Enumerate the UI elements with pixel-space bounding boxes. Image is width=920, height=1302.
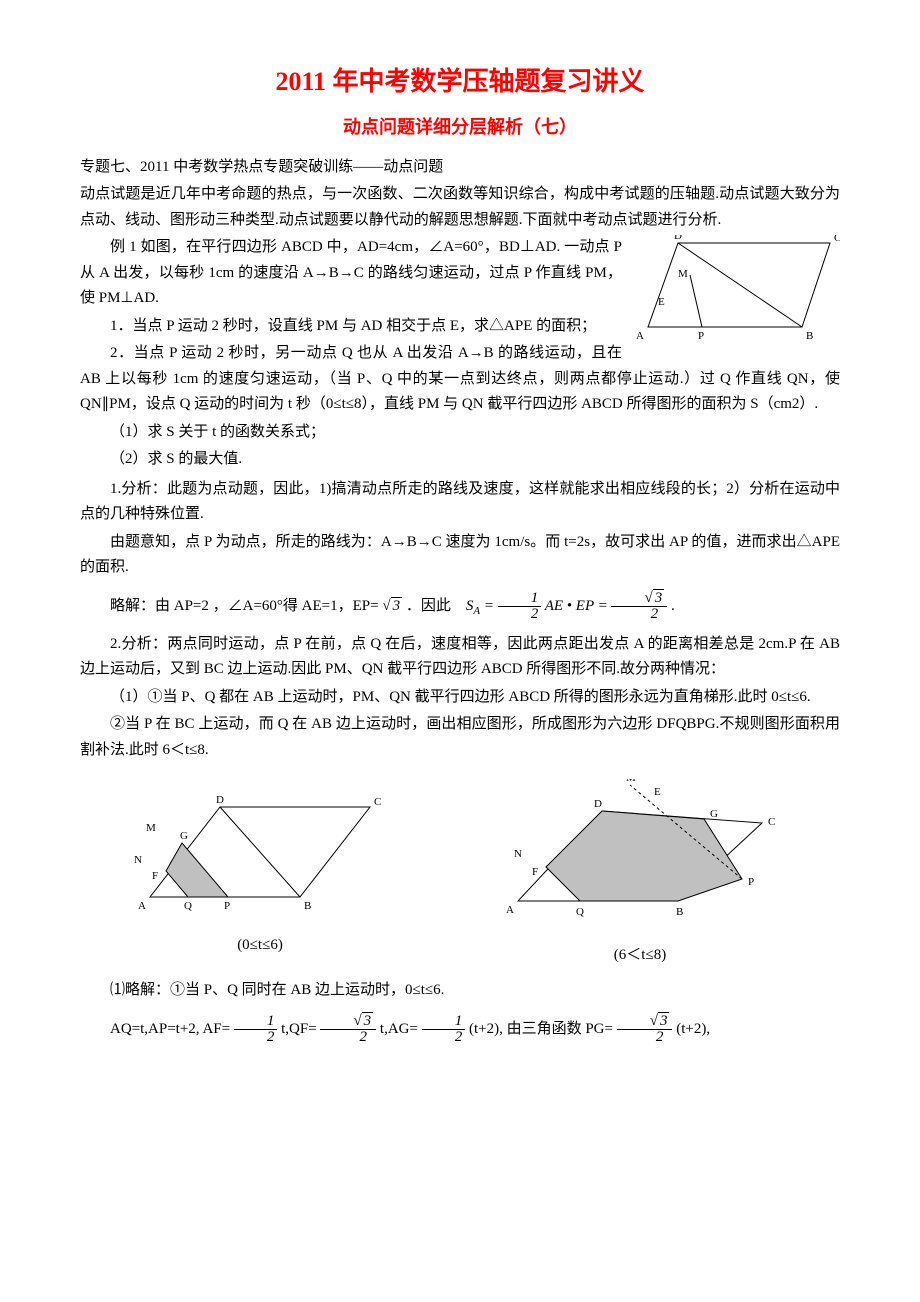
a3-prefix: 略解：由 AP=2 ，∠A=60°得 AE=1，EP= — [110, 598, 379, 614]
svg-text:C: C — [374, 796, 381, 808]
intro-line1: 专题七、2011 中考数学热点专题突破训练——动点问题 — [80, 155, 840, 181]
ex1-a6: ②当 P 在 BC 上运动，而 Q 在 AB 边上运动时，画出相应图形，所成图形… — [80, 712, 840, 763]
frac-sqrt3-den3: 2 — [617, 1030, 673, 1045]
frac-half-den: 2 — [498, 607, 542, 622]
figure-row: DCABMGNFQP (0≤t≤6) DCABMEGNFQP (6＜t≤8) — [80, 779, 840, 968]
svg-text:N: N — [514, 848, 522, 860]
svg-text:P: P — [698, 330, 704, 342]
svg-text:G: G — [180, 830, 188, 842]
sol-p2-prefix: AQ=t,AP=t+2, AF= — [110, 1021, 230, 1037]
figure-case2: D C A B M E G NF Q P (6＜t≤8) — [490, 779, 790, 968]
ex1-a4: 2.分析：两点同时运动，点 P 在前，点 Q 在后，速度相等，因此两点距出发点 … — [80, 632, 840, 683]
page-subtitle: 动点问题详细分层解析（七） — [80, 112, 840, 143]
figure-case1: D C A B M G NF Q P (0≤t≤6) — [130, 789, 390, 958]
ex1-q2: （2）求 S 的最大值. — [80, 447, 840, 473]
svg-text:P: P — [224, 900, 230, 912]
frac-sqrt3-2: √3 2 — [611, 591, 667, 622]
frac-half: 1 2 — [498, 591, 542, 622]
frac-half-num: 1 — [498, 591, 542, 607]
frac-sqrt3-2c: √3 2 — [617, 1014, 673, 1045]
sqrt3-inline: √3 — [382, 597, 402, 614]
svg-text:D: D — [594, 798, 602, 810]
sol-p2: AQ=t,AP=t+2, AF= 1 2 t,QF= √3 2 t,AG= 1 … — [80, 1014, 840, 1045]
formula-S-sub: A — [473, 605, 480, 617]
figure-example1: D C A B M E P — [630, 235, 840, 355]
svg-text:M: M — [626, 779, 636, 784]
svg-text:P: P — [748, 876, 754, 888]
svg-text:N: N — [134, 854, 142, 866]
svg-text:F: F — [532, 866, 538, 878]
svg-text:A: A — [636, 330, 644, 342]
page-title: 2011 年中考数学压轴题复习讲义 — [80, 60, 840, 104]
frac-half-3: 1 2 — [422, 1014, 466, 1045]
frac-sqrt3-num3: √3 — [617, 1014, 673, 1030]
svg-text:F: F — [152, 870, 158, 882]
svg-text:Q: Q — [576, 906, 584, 918]
figure-case1-caption: (0≤t≤6) — [130, 933, 390, 959]
frac-sqrt3-den: 2 — [611, 607, 667, 622]
intro-line2: 动点试题是近几年中考命题的热点，与一次函数、二次函数等知识综合，构成中考试题的压… — [80, 182, 840, 233]
svg-text:Q: Q — [184, 900, 192, 912]
svg-text:E: E — [654, 786, 661, 798]
svg-text:C: C — [834, 235, 840, 244]
svg-text:B: B — [806, 330, 813, 342]
ex1-a1: 1.分析：此题为点动题，因此，1)搞清动点所走的路线及速度，这样就能求出相应线段… — [80, 477, 840, 528]
figure-case1-svg: D C A B M G NF Q P — [130, 789, 390, 919]
sol-p2-mid3: (t+2), 由三角函数 PG= — [469, 1021, 613, 1037]
sol-p2-mid1: t,QF= — [281, 1021, 317, 1037]
frac-sqrt3-num: √3 — [611, 591, 667, 607]
ex1-a2: 由题意知，点 P 为动点，所走的路线为：A→B→C 速度为 1cm/s。而 t=… — [80, 530, 840, 581]
ex1-a3: 略解：由 AP=2 ，∠A=60°得 AE=1，EP= √3 ．因此 SA = … — [80, 591, 840, 622]
frac-half-2: 1 2 — [234, 1014, 278, 1045]
svg-text:D: D — [674, 235, 682, 242]
frac-sqrt3-2b: √3 2 — [320, 1014, 376, 1045]
svg-text:C: C — [768, 816, 775, 828]
frac-den: 2 — [234, 1030, 278, 1045]
frac-sqrt3-den2: 2 — [320, 1030, 376, 1045]
frac-sqrt3-num2: √3 — [320, 1014, 376, 1030]
ex1-q1: （1）求 S 关于 t 的函数关系式； — [80, 420, 840, 446]
figure-case2-caption: (6＜t≤8) — [490, 943, 790, 969]
svg-text:A: A — [506, 904, 514, 916]
sol-p1: ⑴略解：①当 P、Q 同时在 AB 边上运动时，0≤t≤6. — [80, 978, 840, 1004]
svg-text:B: B — [304, 900, 311, 912]
svg-text:B: B — [676, 906, 683, 918]
frac-num: 1 — [234, 1014, 278, 1030]
svg-text:M: M — [146, 822, 156, 834]
formula-S: SA = 1 2 AE • EP = √3 2 — [466, 598, 671, 614]
svg-text:M: M — [678, 268, 688, 280]
svg-text:A: A — [138, 900, 146, 912]
svg-text:D: D — [216, 794, 224, 806]
svg-text:G: G — [710, 808, 718, 820]
frac-den3: 2 — [422, 1030, 466, 1045]
ex1-a5: （1）①当 P、Q 都在 AB 上运动时，PM、QN 截平行四边形 ABCD 所… — [80, 685, 840, 711]
figure-case2-svg: D C A B M E G NF Q P — [490, 779, 790, 929]
frac-num3: 1 — [422, 1014, 466, 1030]
a3-suffix: ．因此 — [406, 598, 451, 614]
sol-p2-suffix: (t+2), — [676, 1021, 710, 1037]
figure-example1-svg: D C A B M E P — [630, 235, 840, 345]
svg-text:E: E — [658, 296, 665, 308]
formula-S-mid: AE • EP = — [545, 598, 608, 614]
formula-S-eq: = — [484, 598, 494, 614]
sol-p2-mid2: t,AG= — [380, 1021, 418, 1037]
